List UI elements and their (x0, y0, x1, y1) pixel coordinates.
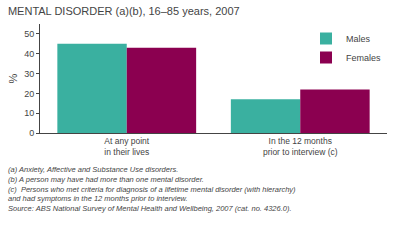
svg-text:MENTAL DISORDER (a)(b), 16–85: MENTAL DISORDER (a)(b), 16–85 years, 200… (8, 5, 240, 17)
svg-text:20: 20 (24, 89, 34, 99)
svg-text:Females: Females (346, 53, 381, 63)
svg-text:Males: Males (346, 34, 371, 44)
svg-text:%: % (7, 73, 19, 83)
svg-text:In the 12 monthsprior to inter: In the 12 monthsprior to interview (c) (263, 136, 338, 157)
svg-text:10: 10 (24, 108, 34, 118)
svg-text:(a) Anxiety, Affective and Sub: (a) Anxiety, Affective and Substance Use… (8, 165, 296, 213)
svg-text:0: 0 (29, 128, 34, 138)
svg-text:30: 30 (24, 69, 34, 79)
svg-text:50: 50 (24, 29, 34, 39)
svg-text:At any pointin their lives: At any pointin their lives (104, 136, 150, 157)
svg-text:40: 40 (24, 49, 34, 59)
